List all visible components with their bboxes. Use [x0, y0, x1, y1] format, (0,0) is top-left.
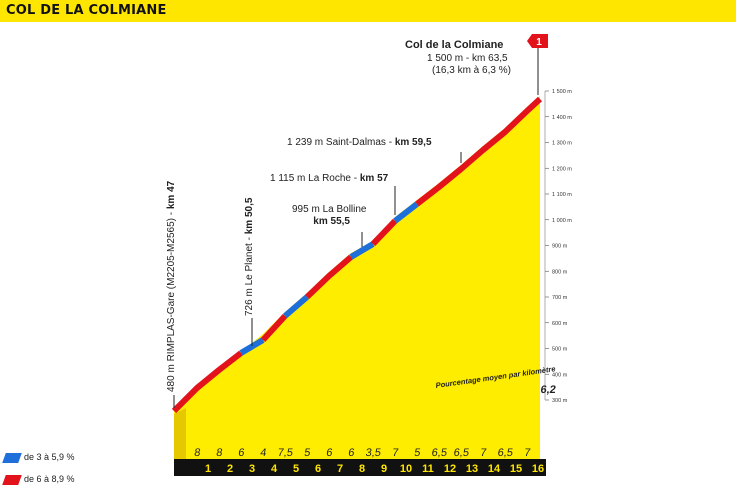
- km-gradient-label: 6,5: [453, 447, 470, 459]
- km-number: 9: [381, 463, 387, 475]
- km-number: 8: [359, 463, 365, 475]
- y-axis-tick-label: 1 200 m: [552, 166, 572, 172]
- km-labels: 1 2 3 4 5 6 7 8 9 10 11 12 13 14 15 16: [205, 463, 544, 475]
- y-axis-tick-label: 1 300 m: [552, 141, 572, 147]
- y-axis-tick-label: 1 000 m: [552, 218, 572, 224]
- km-number: 3: [249, 463, 255, 475]
- moderate-road-segment: [239, 337, 265, 356]
- km-gradient-label: 6: [237, 447, 245, 459]
- km-number: 2: [227, 463, 233, 475]
- waypoint-le-planet: 726 m Le Planet - km 50,5: [244, 197, 255, 316]
- moderate-road-segment: [283, 294, 309, 319]
- title-banner: COL DE LA COLMIANE: [0, 0, 736, 22]
- km-gradient-label: 6,5: [431, 447, 448, 459]
- km-gradient-label: 8: [193, 447, 201, 459]
- y-axis-tick-label: 1 100 m: [552, 192, 572, 198]
- km-gradient-label: 6,2: [540, 384, 557, 396]
- km-number: 5: [293, 463, 299, 475]
- moderate-road-segment: [349, 241, 375, 260]
- km-gradient-label: 8: [215, 447, 223, 459]
- y-axis-tick-label: 900 m: [552, 244, 568, 250]
- gradient-labels: 8 8 6 4 7,5 5 6 6 3,5 7 5 6,5 6,5 7 6,5 7 6,2: [193, 384, 556, 459]
- km-gradient-label: 3,5: [365, 447, 382, 459]
- steep-road-segment: [370, 218, 398, 247]
- waypoint-saint-dalmas: 1 239 m Saint-Dalmas - km 59,5: [287, 137, 432, 148]
- y-axis-tick-label: 800 m: [552, 269, 568, 275]
- km-gradient-label: 4: [259, 447, 267, 459]
- km-gradient-label: 6,5: [497, 447, 514, 459]
- km-number: 7: [337, 463, 343, 475]
- km-number: 4: [271, 463, 278, 475]
- summit-category-number: 1: [536, 37, 542, 48]
- y-axis-tick-label: 400 m: [552, 372, 568, 378]
- page-title: COL DE LA COLMIANE: [6, 3, 167, 18]
- km-number: 15: [510, 463, 522, 475]
- km-gradient-label: 7,5: [277, 447, 294, 459]
- profile-fill: [174, 96, 540, 459]
- km-gradient-label: 5: [413, 447, 421, 459]
- km-number: 16: [532, 463, 544, 475]
- waypoint-la-bolline: 995 m La Bolline km 55,5: [292, 204, 367, 227]
- km-gradient-label: 6: [347, 447, 355, 459]
- summit-details: 1 500 m - km 63,5: [427, 53, 508, 64]
- steep-road-segment: [260, 313, 288, 343]
- summit-category-flag: [527, 34, 548, 48]
- legend-steep-swatch: [2, 474, 22, 485]
- km-gradient-label: 7: [391, 447, 399, 459]
- km-gradient-label: 6: [325, 447, 333, 459]
- legend-moderate: de 3 à 5,9 %: [2, 452, 75, 463]
- waypoint-la-roche: 1 115 m La Roche - km 57: [270, 173, 389, 184]
- y-axis-tick-label: 300 m: [552, 398, 568, 404]
- km-number: 6: [315, 463, 321, 475]
- y-axis-tick-label: 1 400 m: [552, 115, 572, 121]
- y-axis-tick-label: 700 m: [552, 295, 568, 301]
- legend-steep: de 6 à 8,9 %: [2, 474, 75, 485]
- waypoint-rimplas-gare: 480 m RIMPLAS-Gare (M2205-M2565) - km 47: [166, 180, 177, 392]
- km-gradient-label: 7: [523, 447, 531, 459]
- km-number: 12: [444, 463, 456, 475]
- y-axis-tick-label: 500 m: [552, 347, 568, 353]
- profile-left-face: [174, 408, 186, 459]
- y-axis-tick-label: 1 500 m: [552, 89, 572, 95]
- km-number: 11: [422, 463, 434, 475]
- km-gradient-label: 5: [303, 447, 311, 459]
- summit-name: Col de la Colmiane: [405, 39, 504, 51]
- moderate-road-segment: [393, 201, 419, 224]
- y-axis-tick-label: 600 m: [552, 321, 568, 327]
- steep-road-segment: [171, 350, 243, 414]
- steep-road-segment: [304, 254, 353, 300]
- y-axis: 300 m 400 m 500 m 600 m 700 m 800 m 900 m 1 000…: [544, 89, 572, 404]
- km-gradient-label: 7: [479, 447, 487, 459]
- km-band: [174, 459, 546, 476]
- km-number: 1: [205, 463, 211, 475]
- km-number: 14: [488, 463, 501, 475]
- legend-moderate-swatch: [2, 452, 22, 463]
- steep-road-segment: [415, 96, 543, 207]
- km-number: 13: [466, 463, 478, 475]
- km-number: 10: [400, 463, 412, 475]
- summit-stats: (16,3 km à 6,3 %): [432, 65, 511, 76]
